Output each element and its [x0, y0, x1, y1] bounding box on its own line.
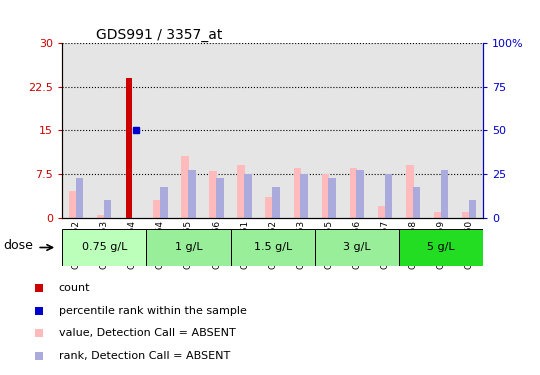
- Bar: [350, 168, 357, 217]
- Text: 5 g/L: 5 g/L: [427, 243, 455, 252]
- Bar: [272, 187, 280, 218]
- Bar: [322, 174, 329, 217]
- Bar: [62, 229, 146, 266]
- Bar: [287, 43, 315, 218]
- Bar: [434, 211, 442, 217]
- Bar: [188, 170, 195, 217]
- Bar: [378, 206, 386, 218]
- Text: 3 g/L: 3 g/L: [343, 243, 371, 252]
- Bar: [462, 211, 470, 217]
- Bar: [160, 187, 167, 218]
- Bar: [118, 43, 146, 218]
- Bar: [455, 43, 483, 218]
- Bar: [76, 178, 83, 218]
- Bar: [62, 43, 90, 218]
- Bar: [231, 43, 259, 218]
- Bar: [174, 43, 202, 218]
- Bar: [413, 187, 420, 218]
- Bar: [146, 43, 174, 218]
- Text: 0.75 g/L: 0.75 g/L: [82, 243, 127, 252]
- Bar: [300, 174, 308, 217]
- Text: 1.5 g/L: 1.5 g/L: [254, 243, 292, 252]
- Bar: [315, 229, 399, 266]
- Bar: [315, 43, 343, 218]
- Bar: [126, 78, 132, 218]
- Text: value, Detection Call = ABSENT: value, Detection Call = ABSENT: [59, 328, 235, 338]
- Bar: [384, 174, 392, 217]
- Text: 1 g/L: 1 g/L: [174, 243, 202, 252]
- Bar: [181, 156, 189, 218]
- Bar: [90, 43, 118, 218]
- Bar: [238, 165, 245, 218]
- Bar: [210, 171, 217, 217]
- Bar: [104, 200, 111, 217]
- Bar: [356, 170, 364, 217]
- Bar: [259, 43, 287, 218]
- Bar: [216, 178, 224, 218]
- Bar: [231, 229, 315, 266]
- Bar: [328, 178, 336, 218]
- Bar: [343, 43, 371, 218]
- Bar: [406, 165, 414, 218]
- Text: GDS991 / 3357_at: GDS991 / 3357_at: [96, 28, 222, 42]
- Bar: [399, 229, 483, 266]
- Text: count: count: [59, 283, 90, 293]
- Bar: [469, 200, 476, 217]
- Bar: [97, 215, 105, 217]
- Bar: [202, 43, 231, 218]
- Text: rank, Detection Call = ABSENT: rank, Detection Call = ABSENT: [59, 351, 230, 361]
- Bar: [244, 174, 252, 217]
- Bar: [371, 43, 399, 218]
- Bar: [399, 43, 427, 218]
- Bar: [153, 200, 161, 217]
- Text: percentile rank within the sample: percentile rank within the sample: [59, 306, 246, 315]
- Text: dose: dose: [3, 239, 33, 252]
- Bar: [427, 43, 455, 218]
- Bar: [441, 170, 448, 217]
- Bar: [266, 197, 273, 217]
- Bar: [294, 168, 301, 217]
- Bar: [69, 191, 77, 217]
- Bar: [146, 229, 231, 266]
